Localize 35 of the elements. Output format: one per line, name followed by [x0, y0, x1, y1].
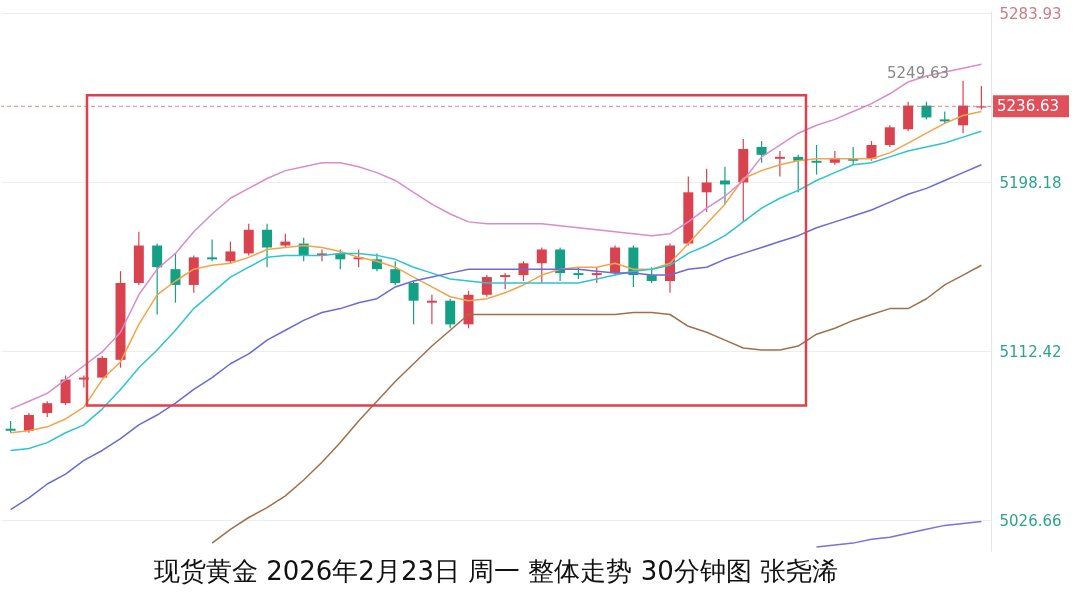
candlestick [555, 246, 566, 282]
line-series [815, 520, 983, 548]
candlestick [774, 150, 785, 178]
candlestick [445, 298, 456, 329]
ref-line-label: 5236.63 [997, 97, 1060, 116]
candlestick [536, 246, 547, 284]
candlestick [866, 140, 877, 162]
y-tick-label: 5112.42 [999, 342, 1062, 361]
candlestick [701, 168, 712, 213]
candlestick [243, 223, 254, 256]
candlestick [390, 260, 401, 286]
candlestick [207, 239, 218, 262]
y-tick-label: 5198.18 [999, 173, 1062, 192]
candlestick [408, 280, 419, 325]
candlestick [170, 252, 181, 304]
line-series [9, 163, 983, 511]
line-series [211, 264, 983, 544]
candlestick [903, 101, 914, 132]
candlestick [23, 412, 34, 434]
candlestick [811, 144, 822, 176]
candlestick [97, 355, 108, 379]
candlestick [262, 223, 273, 268]
candlestick [60, 375, 71, 406]
candlestick [152, 242, 163, 316]
line-series [9, 63, 983, 410]
y-tick-label: 5283.93 [999, 4, 1062, 23]
candlestick [884, 124, 895, 148]
annotation: 5249.63 [887, 63, 950, 82]
candlestick [719, 166, 730, 205]
text: 现货黄金 2026年2月23日 周一 整体走势 30分钟图 张尧浠 [153, 556, 839, 586]
y-tick-label: 5026.66 [999, 511, 1062, 530]
candlestick [756, 140, 767, 164]
candlestick [426, 294, 437, 325]
candlestick [976, 85, 987, 111]
candlestick [225, 240, 236, 264]
